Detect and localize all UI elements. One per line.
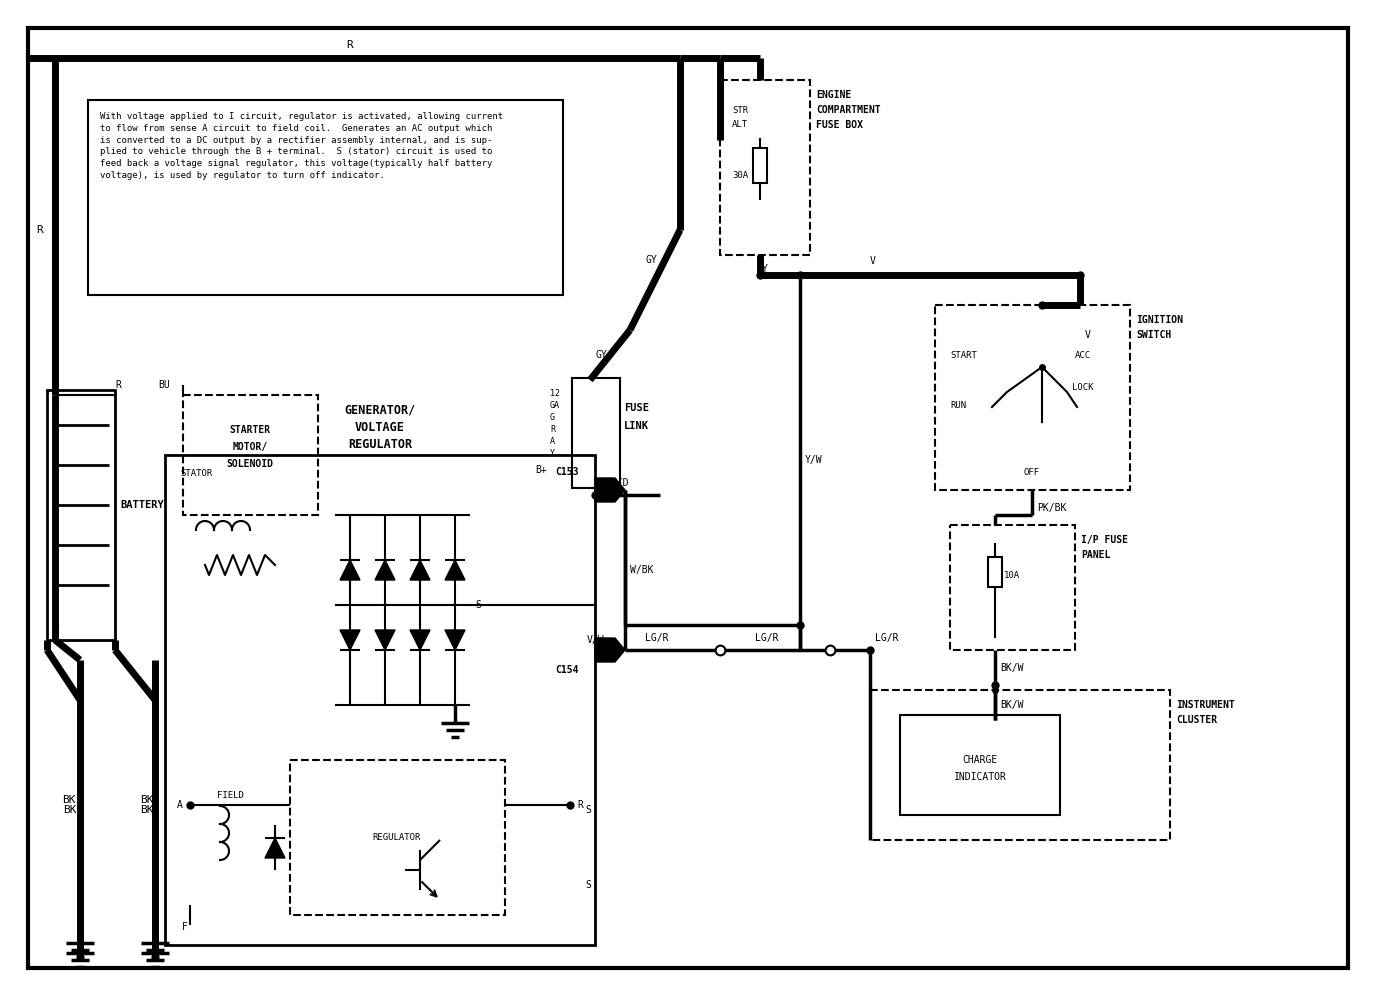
Text: B+: B+	[536, 465, 547, 475]
Text: BU: BU	[158, 380, 169, 390]
Text: V: V	[1085, 330, 1091, 340]
Text: F: F	[182, 922, 187, 932]
Text: LOCK: LOCK	[1073, 382, 1093, 391]
Text: W/BK: W/BK	[631, 565, 654, 575]
Text: BK: BK	[62, 795, 76, 805]
Text: BK/D: BK/D	[605, 478, 628, 488]
Text: S: S	[475, 600, 481, 610]
Polygon shape	[375, 630, 395, 650]
Text: STR: STR	[733, 106, 748, 115]
Text: V/W: V/W	[587, 635, 605, 645]
Text: R: R	[116, 380, 121, 390]
Text: S: S	[585, 805, 591, 815]
Text: CHARGE: CHARGE	[963, 755, 997, 765]
Bar	[183, 395, 318, 515]
Text: ALT: ALT	[733, 120, 748, 128]
Polygon shape	[340, 560, 359, 580]
Polygon shape	[445, 630, 465, 650]
Polygon shape	[340, 630, 359, 650]
Text: FUSE BOX: FUSE BOX	[817, 120, 863, 130]
Text: BK: BK	[140, 805, 153, 815]
Text: VOLTAGE: VOLTAGE	[355, 420, 405, 433]
Text: GY: GY	[595, 350, 607, 360]
Text: BK/W: BK/W	[1000, 700, 1023, 710]
Polygon shape	[410, 630, 430, 650]
Text: REGULATOR: REGULATOR	[348, 437, 412, 450]
Text: START: START	[950, 351, 976, 360]
Text: GA: GA	[549, 400, 560, 409]
Text: LG/R: LG/R	[755, 633, 778, 643]
Text: STATOR: STATOR	[180, 468, 212, 477]
Text: INDICATOR: INDICATOR	[953, 772, 1007, 782]
Text: SOLENOID: SOLENOID	[226, 459, 274, 469]
Text: 10A: 10A	[1004, 571, 1020, 580]
Text: C154: C154	[555, 665, 578, 675]
Text: CLUSTER: CLUSTER	[1176, 715, 1217, 725]
Text: C153: C153	[555, 467, 578, 477]
Text: −: −	[52, 619, 59, 632]
Text: A: A	[178, 800, 183, 810]
Text: SWITCH: SWITCH	[1136, 330, 1172, 340]
Text: OFF: OFF	[1024, 467, 1040, 476]
Bar	[870, 690, 1170, 840]
Text: BK/W: BK/W	[1000, 663, 1023, 673]
Text: R: R	[549, 424, 555, 433]
Text: Y: Y	[549, 448, 555, 457]
Bar	[571, 378, 620, 488]
Text: ENGINE: ENGINE	[817, 90, 851, 100]
Text: FIELD: FIELD	[216, 791, 244, 800]
Polygon shape	[595, 478, 625, 502]
Text: BATTERY: BATTERY	[120, 500, 164, 510]
Text: RUN: RUN	[950, 400, 967, 409]
Text: ACC: ACC	[1075, 351, 1091, 360]
Bar	[720, 80, 810, 255]
Bar	[753, 148, 767, 183]
Text: V: V	[870, 256, 876, 266]
Text: R: R	[37, 225, 43, 235]
Polygon shape	[410, 560, 430, 580]
Text: INSTRUMENT: INSTRUMENT	[1176, 700, 1235, 710]
Text: With voltage applied to I circuit, regulator is activated, allowing current
to f: With voltage applied to I circuit, regul…	[101, 112, 503, 180]
Text: S: S	[585, 880, 591, 890]
Polygon shape	[445, 560, 465, 580]
Text: BK: BK	[140, 795, 153, 805]
Text: 30A: 30A	[733, 170, 748, 179]
Text: GY: GY	[644, 255, 657, 265]
Text: R: R	[577, 800, 582, 810]
Bar	[88, 100, 563, 295]
Text: Y: Y	[761, 264, 768, 274]
Polygon shape	[375, 560, 395, 580]
Polygon shape	[264, 838, 285, 858]
Text: STARTER: STARTER	[230, 425, 270, 435]
Text: IGNITION: IGNITION	[1136, 315, 1183, 325]
Bar	[291, 760, 505, 915]
Text: LG/R: LG/R	[644, 633, 668, 643]
Bar	[165, 455, 595, 945]
Polygon shape	[595, 638, 625, 662]
Text: Y/W: Y/W	[806, 455, 822, 465]
Bar	[950, 525, 1075, 650]
Text: COMPARTMENT: COMPARTMENT	[817, 105, 881, 115]
Text: REGULATOR: REGULATOR	[373, 833, 421, 842]
Text: A: A	[549, 436, 555, 445]
Text: FUSE: FUSE	[624, 403, 649, 413]
Text: LINK: LINK	[624, 421, 649, 431]
Text: 12: 12	[549, 388, 560, 397]
Bar	[901, 715, 1060, 815]
Text: R: R	[347, 40, 354, 50]
Text: PANEL: PANEL	[1081, 550, 1110, 560]
Text: I/P FUSE: I/P FUSE	[1081, 535, 1128, 545]
Bar	[989, 557, 1002, 587]
Text: BK: BK	[63, 805, 77, 815]
Text: G: G	[549, 412, 555, 421]
Text: PK/BK: PK/BK	[1037, 503, 1066, 513]
Text: +: +	[52, 402, 59, 415]
Bar	[47, 390, 116, 640]
Text: LG/R: LG/R	[874, 633, 899, 643]
Text: MOTOR/: MOTOR/	[233, 442, 267, 452]
Text: GENERATOR/: GENERATOR/	[344, 403, 416, 416]
Bar	[935, 305, 1131, 490]
